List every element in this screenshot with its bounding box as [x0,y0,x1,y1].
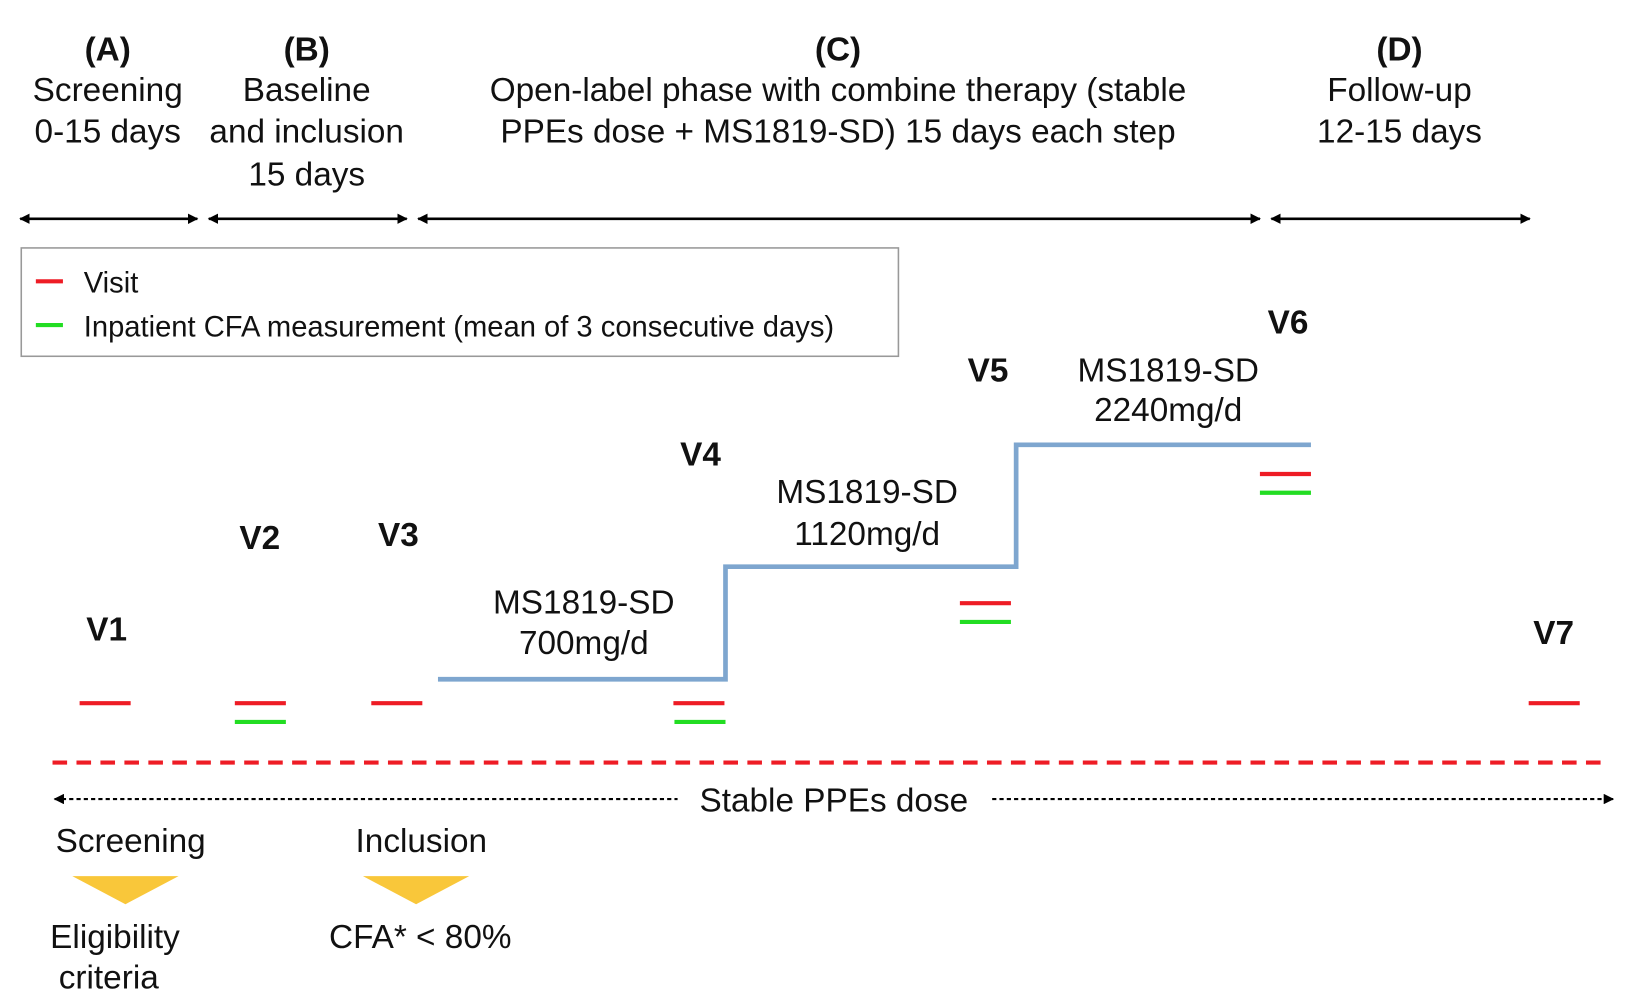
milestone-inclusion-line-1: CFA* < 80% [329,919,511,956]
phase-a-line-2: 0-15 days [35,114,181,151]
dose-1-name: MS1819-SD [493,585,675,622]
dose-3-name: MS1819-SD [1077,352,1259,389]
phase-a-line-1: Screening [33,72,183,109]
phase-b-line-1: Baseline [243,72,371,109]
visit-v4-label: V4 [680,437,721,474]
inclusion-triangle-icon [362,876,470,905]
dose-2-name: MS1819-SD [776,474,958,511]
phase-d: (D) Follow-up 12-15 days [1317,31,1482,150]
milestone-inclusion-title: Inclusion [356,823,488,860]
phase-b: (B) Baseline and inclusion 15 days [209,31,404,193]
phase-c-line-2: PPEs dose + MS1819-SD) 15 days each step [500,114,1175,151]
visit-v7-label: V7 [1533,615,1574,652]
phase-d-line-2: 12-15 days [1317,114,1482,151]
phase-a: (A) Screening 0-15 days [33,31,183,150]
milestone-screening-line-1: Eligibility [50,919,180,956]
stable-ppes-arrow: Stable PPEs dose [53,783,1615,820]
phase-d-line-1: Follow-up [1327,72,1471,109]
dose-step-line [437,442,1311,682]
milestone-screening-line-2: criteria [59,960,159,997]
visit-v2-label: V2 [239,520,280,557]
screening-triangle-icon [72,876,179,905]
phase-b-line-2: and inclusion [209,114,404,151]
legend-visit-label: Visit [84,268,139,300]
dose-3-value: 2240mg/d [1094,392,1242,429]
visit-v5-label: V5 [968,352,1009,389]
legend: Visit Inpatient CFA measurement (mean of… [20,247,900,358]
legend-cfa-label: Inpatient CFA measurement (mean of 3 con… [84,311,834,343]
visit-v1-label: V1 [86,612,127,649]
visit-v6-label: V6 [1268,304,1309,341]
phase-d-letter: (D) [1376,31,1422,68]
phase-b-letter: (B) [284,31,330,68]
phase-b-line-3: 15 days [248,156,365,193]
dose-1-value: 700mg/d [519,625,649,662]
visit-markers [79,471,1580,725]
phase-c-letter: (C) [815,31,861,68]
milestone-screening-title: Screening [56,823,206,860]
legend-box [20,247,900,358]
stable-ppes-label: Stable PPEs dose [700,783,969,820]
dose-2-value: 1120mg/d [794,516,940,553]
phase-c-line-1: Open-label phase with combine therapy (s… [490,72,1187,109]
visit-v3-label: V3 [378,517,419,554]
phase-a-letter: (A) [85,31,131,68]
phase-c: (C) Open-label phase with combine therap… [490,31,1187,150]
